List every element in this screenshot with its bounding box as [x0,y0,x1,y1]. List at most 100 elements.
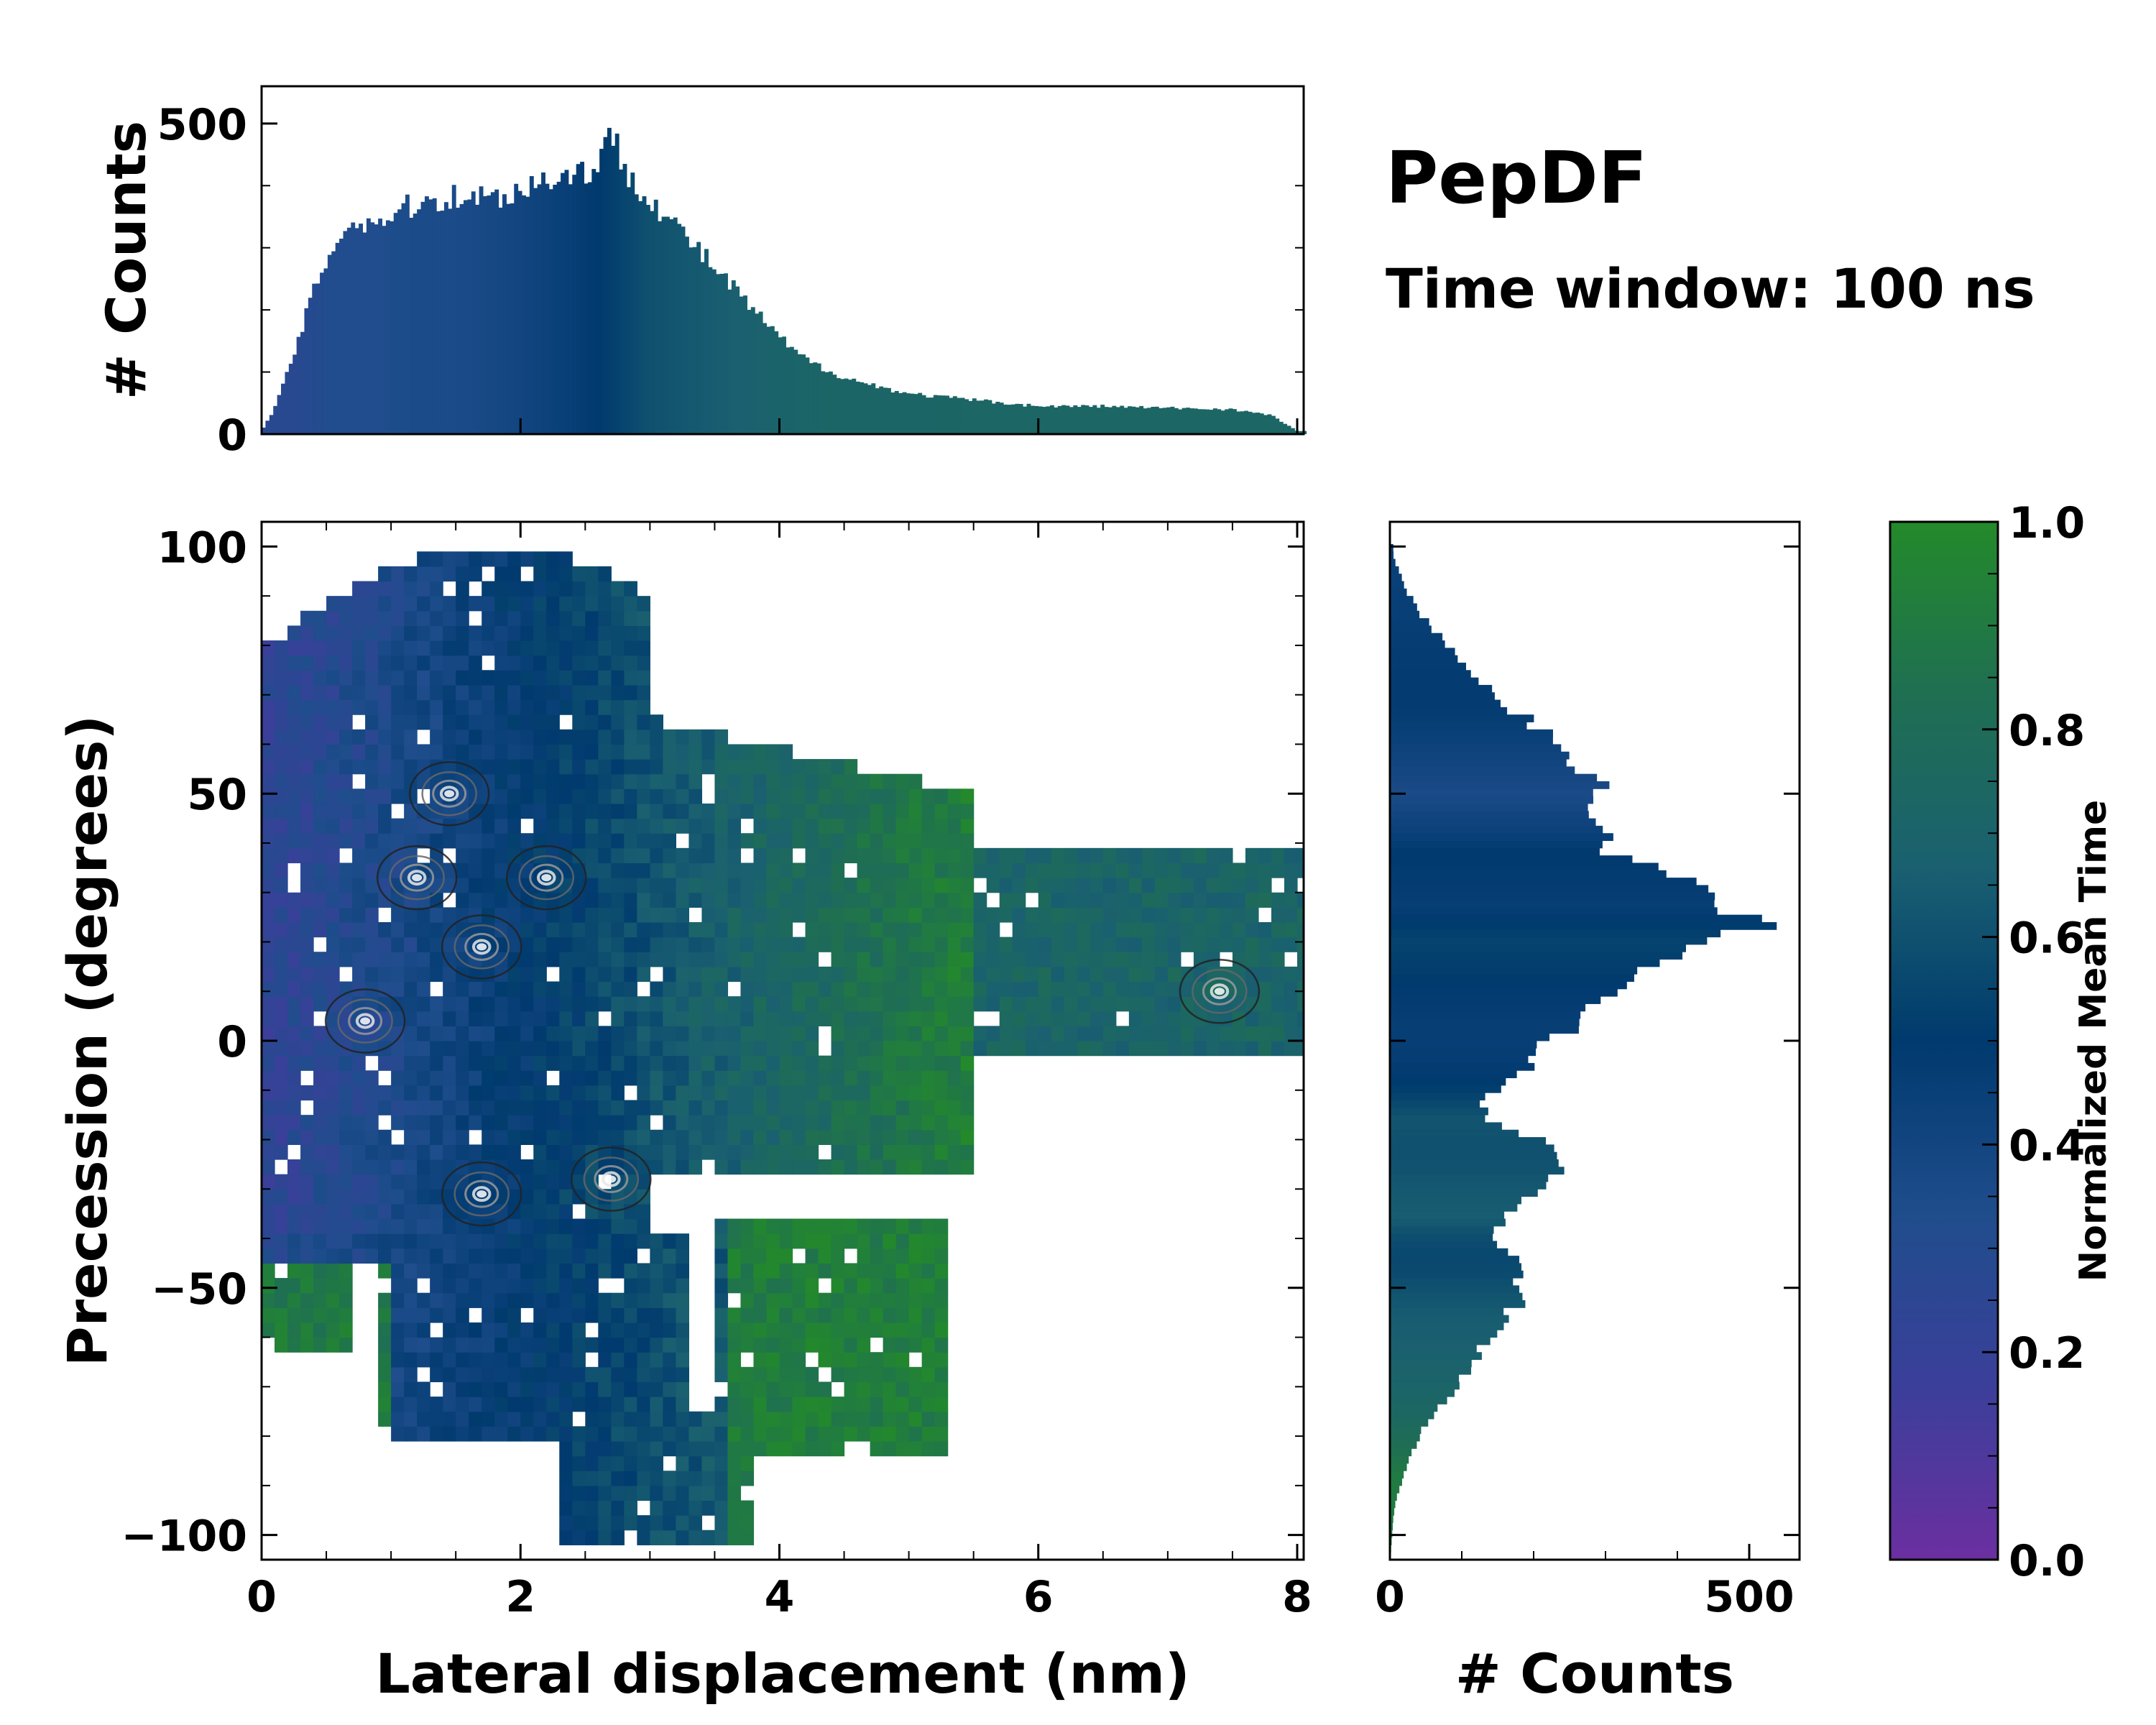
heatmap-cell [482,625,495,641]
heatmap-cell [533,803,547,819]
heatmap-cell [572,1352,586,1368]
heatmap-cell [456,1189,469,1205]
heatmap-cell [391,596,405,612]
heatmap-cell [766,907,780,923]
top-histogram-bar [292,354,298,434]
heatmap-cell [714,847,729,864]
heatmap-cell [663,862,676,878]
heatmap-cell [262,847,275,864]
right-histogram-bar [1390,1419,1429,1427]
heatmap-cell [352,670,366,686]
heatmap-cell [404,596,418,612]
right-histogram-bar [1390,1300,1526,1308]
density-contour [389,855,445,901]
heatmap-cell [857,1085,871,1101]
heatmap-cell [287,1218,301,1234]
heatmap-cell [533,1189,547,1205]
heatmap-cell [663,1085,676,1101]
heatmap-cell [585,1085,599,1101]
heatmap-cell [934,892,949,908]
heatmap-cell [895,1337,910,1353]
heatmap-cell [947,996,962,1012]
top-histogram-bar [731,280,736,434]
heatmap-cell [883,878,897,893]
heatmap-cell [572,1174,586,1190]
heatmap-cell [753,1011,768,1026]
heatmap-cell [1102,996,1117,1012]
right-histogram-bar [1390,803,1588,811]
heatmap-cell [818,1085,832,1101]
heatmap-cell [844,1307,858,1323]
top-histogram-bar [409,217,414,434]
heatmap-cell [792,759,806,775]
heatmap-cell [753,1411,768,1427]
top-histogram-bar [1181,408,1187,434]
heatmap-cell [779,862,793,878]
heatmap-cell [1219,847,1233,864]
heatmap-cell [378,1397,392,1412]
top-histogram-bar [1174,408,1179,434]
heatmap-cell [779,1159,793,1175]
heatmap-cell [391,1426,405,1442]
heatmap-cell [417,1085,430,1101]
heatmap-cell [779,833,793,849]
heatmap-cell [352,833,366,849]
heatmap-cell [805,818,819,834]
heatmap-cell [1271,1011,1285,1026]
heatmap-cell [947,1144,962,1160]
heatmap-cell [404,1248,418,1264]
heatmap-cell [637,670,650,686]
heatmap-cell [507,803,521,819]
heatmap-cell [1154,952,1169,967]
heatmap-cell [727,1085,742,1101]
right-histogram-bar [1390,1033,1550,1041]
top-histogram-bar [281,383,285,434]
heatmap-cell [740,744,755,760]
top-histogram-bar [1010,404,1015,434]
heatmap-cell [598,1026,612,1041]
heatmap-cell [430,1292,443,1308]
heatmap-cell [287,729,301,745]
heatmap-cell [417,1070,430,1086]
heatmap-cell [443,1278,456,1294]
top-histogram-bar [374,224,379,434]
heatmap-cell [339,1129,353,1145]
heatmap-cell [417,1397,430,1412]
top-histogram-bar [335,242,340,434]
heatmap-cell [520,1381,534,1397]
heatmap-cell [676,759,690,775]
top-histogram-bar [1147,408,1151,434]
heatmap-cell [999,892,1013,908]
right-histogram-bar [1390,648,1455,656]
heatmap-cell [714,1263,729,1279]
heatmap-cell [960,878,975,893]
heatmap-cell [1025,996,1039,1012]
heatmap-cell [417,1129,430,1145]
heatmap-cell [701,1411,716,1427]
heatmap-cell [921,1426,936,1442]
heatmap-cell [585,1174,599,1190]
heatmap-cell [533,996,547,1012]
heatmap-cell [404,952,418,967]
heatmap-cell [986,966,1000,983]
heatmap-cell [559,1278,573,1294]
heatmap-cell [313,759,327,775]
heatmap-cell [482,596,495,612]
heatmap-cell [960,952,975,967]
heatmap-cell [624,1248,637,1264]
heatmap-cell [572,1129,586,1145]
heatmap-cell [688,1011,703,1026]
heatmap-cell [663,847,676,864]
heatmap-cell [598,640,612,656]
right-histogram-bar [1390,900,1715,908]
heatmap-cell [339,1070,353,1086]
heatmap-cell [275,1041,288,1057]
heatmap-cell [908,1263,923,1279]
heatmap-cell [1115,996,1130,1012]
heatmap-cell [300,1085,314,1101]
heatmap-cell [637,996,650,1012]
right-histogram-bar [1390,677,1479,686]
heatmap-cell [456,1292,469,1308]
right-x-tick-label: 500 [1704,1572,1794,1622]
